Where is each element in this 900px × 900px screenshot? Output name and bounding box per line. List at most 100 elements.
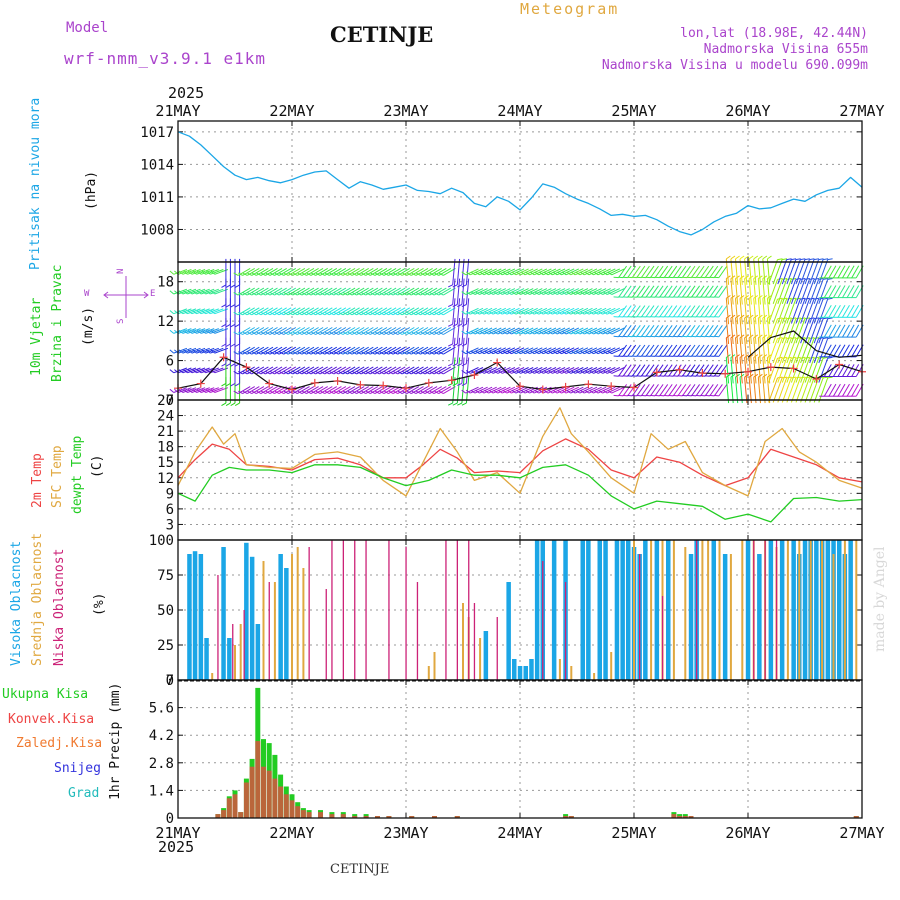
wind-barb: [677, 344, 687, 357]
y-tick-label: 27: [157, 393, 174, 409]
wind-barb: [602, 347, 616, 355]
wind-barb: [507, 330, 512, 335]
wind-barb: [247, 311, 252, 316]
wind-barb: [663, 265, 673, 278]
wind-barb: [777, 258, 783, 261]
wind-barb: [700, 344, 710, 357]
wind-barb: [606, 347, 621, 355]
wind-barb: [288, 311, 294, 316]
wind-barb: [479, 367, 493, 374]
wind-speed-point: [379, 381, 388, 390]
wind-barb: [552, 330, 558, 335]
wind-barb: [818, 318, 829, 344]
wind-barb: [704, 394, 710, 397]
wind-barb: [631, 305, 641, 318]
cloud-bar-0: [666, 540, 671, 680]
wind-speed-point: [789, 364, 798, 373]
wind-barb: [795, 338, 806, 364]
wind-barb: [709, 375, 715, 377]
y-tick-label: 0: [166, 393, 174, 409]
wind-barb: [611, 268, 625, 276]
wind-barb: [735, 258, 739, 285]
wind-barb: [735, 337, 739, 364]
wind-barb: [465, 389, 471, 394]
wind-barb: [333, 351, 339, 355]
wind-barb: [695, 384, 705, 397]
wind-barb: [269, 351, 275, 355]
cloud-bar-1: [843, 540, 846, 680]
wind-barb: [210, 288, 224, 295]
wind-barb: [725, 317, 730, 345]
wind-barb: [584, 330, 590, 335]
wind-barb: [379, 351, 385, 355]
wind-barb: [781, 358, 792, 383]
cloud-bar-0: [768, 540, 774, 680]
wind-barb: [823, 285, 832, 298]
wind-barb: [622, 344, 632, 357]
wind-barb: [602, 310, 608, 315]
wind-barb: [828, 383, 837, 397]
wind-barb: [818, 259, 829, 285]
wind-barb: [800, 377, 810, 403]
wind-barb: [338, 311, 344, 316]
wind-barb: [538, 268, 552, 276]
wind-barb: [274, 331, 280, 335]
wind-barb: [260, 390, 266, 395]
wind-barb: [247, 351, 252, 355]
wind-barb: [593, 310, 599, 315]
wind-barb: [556, 327, 570, 335]
x-tick-label-top: 27MAY: [839, 102, 884, 120]
footer-station: CETINJE: [330, 862, 390, 877]
wind-barb: [640, 265, 650, 278]
wind-barb: [570, 350, 576, 355]
wind-barb: [823, 337, 829, 339]
y-tick-label: 0: [166, 673, 174, 689]
wind-barb: [556, 288, 570, 295]
wind-barb: [497, 370, 503, 374]
wind-barb: [588, 386, 602, 394]
wind-barb: [279, 311, 284, 316]
wind-barb: [622, 364, 632, 377]
cloud-bar-1: [239, 624, 242, 680]
precip-convective-bar: [688, 816, 694, 818]
wind-barb: [739, 278, 743, 305]
wind-barb: [663, 394, 669, 397]
wind-barb: [265, 272, 271, 276]
wind-barb: [279, 351, 284, 355]
wind-barb: [543, 268, 557, 276]
wind-barb: [851, 285, 860, 298]
cloud-bar-1: [855, 540, 858, 680]
wind-barb: [597, 307, 611, 315]
wind-barb: [274, 272, 280, 276]
wind-barb: [320, 351, 325, 355]
wind-barb: [744, 255, 749, 260]
wind-barb: [538, 288, 552, 295]
cloud-bar-0: [711, 540, 716, 680]
wind-barb: [618, 384, 628, 397]
wind-barb: [846, 265, 855, 279]
wind-barb: [397, 390, 403, 395]
wind-barb: [804, 259, 815, 285]
wind-barb: [718, 285, 728, 298]
x-tick-label-top: 24MAY: [497, 102, 542, 120]
wind-barb: [406, 390, 412, 395]
wind-barb: [443, 307, 456, 316]
wind-barb: [823, 297, 829, 300]
wind-barb: [484, 271, 489, 276]
wind-speed-point: [516, 382, 524, 391]
y-tick-label: 6: [166, 502, 174, 518]
wind-barb: [574, 288, 589, 295]
wind-barb: [538, 307, 552, 315]
wind-barb: [809, 358, 820, 383]
wind-barb: [561, 330, 567, 335]
wind-barb: [306, 390, 312, 395]
cloud-bar-2: [468, 540, 470, 680]
cloud-bar-2: [217, 575, 219, 680]
wind-barb: [242, 331, 248, 335]
x-tick-label-bottom: 24MAY: [497, 824, 542, 842]
wind-barb: [533, 386, 548, 394]
x-tick-label-top: 21MAY: [155, 102, 200, 120]
wind-barb: [379, 292, 385, 296]
wind-barb: [766, 278, 771, 305]
wind-barb: [730, 377, 734, 404]
